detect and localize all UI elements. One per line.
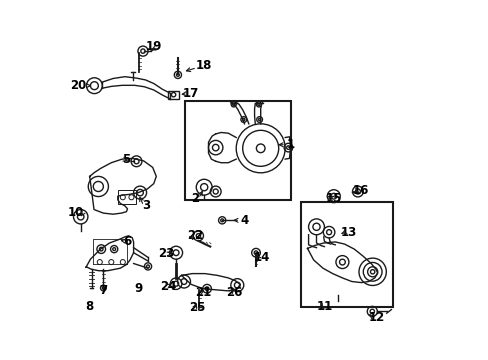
Text: 20: 20 [70, 79, 86, 92]
Text: 5: 5 [122, 153, 130, 166]
Text: 23: 23 [158, 247, 174, 260]
Text: 7: 7 [99, 284, 107, 297]
Text: 3: 3 [142, 199, 150, 212]
Text: 4: 4 [240, 214, 248, 227]
Text: 8: 8 [85, 300, 93, 313]
Text: 1: 1 [286, 138, 294, 151]
Text: 13: 13 [340, 226, 356, 239]
Text: 14: 14 [253, 251, 269, 264]
Text: 22: 22 [186, 229, 203, 242]
Text: 6: 6 [123, 235, 131, 248]
Text: 12: 12 [368, 311, 385, 324]
Text: 15: 15 [325, 192, 341, 204]
Bar [301, 202, 392, 307]
Text: 16: 16 [351, 184, 368, 197]
Text: 9: 9 [134, 282, 142, 294]
Text: 19: 19 [145, 40, 162, 53]
Text: 10: 10 [68, 206, 84, 219]
Text: 18: 18 [196, 59, 212, 72]
Text: 21: 21 [195, 286, 211, 299]
Text: 17: 17 [183, 87, 199, 100]
Text: 26: 26 [226, 286, 242, 299]
Text: 11: 11 [316, 300, 332, 313]
Text: 25: 25 [188, 301, 205, 314]
Bar [185, 101, 291, 200]
Text: 2: 2 [190, 192, 199, 205]
Bar [168, 91, 179, 99]
Bar [118, 190, 136, 204]
Text: 24: 24 [160, 280, 176, 293]
